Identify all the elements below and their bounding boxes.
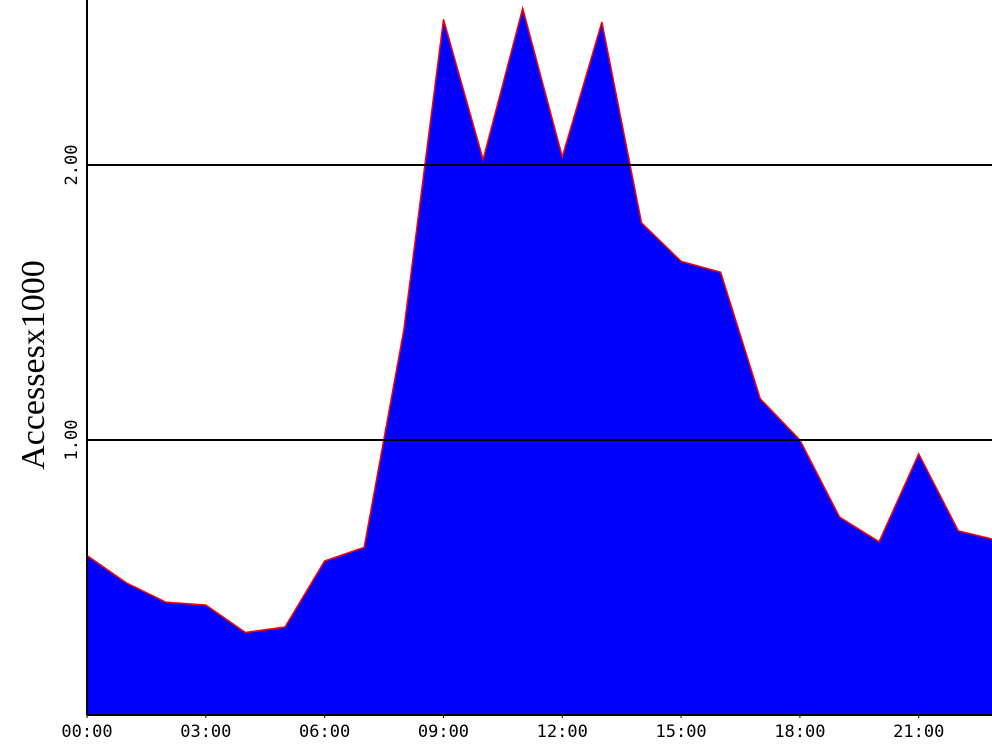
x-tick-label: 00:00 [61, 722, 112, 742]
x-tick-label: 21:00 [893, 722, 944, 742]
x-tick-label: 09:00 [418, 722, 469, 742]
area-fill [87, 8, 992, 716]
y-tick-label: 1.00 [62, 420, 82, 461]
x-tick-label: 12:00 [537, 722, 588, 742]
x-tick-label: 15:00 [655, 722, 706, 742]
x-tick-label: 18:00 [774, 722, 825, 742]
x-tick-label: 03:00 [180, 722, 231, 742]
y-axis-label: Accessesx1000 [15, 260, 52, 470]
x-tick-label: 06:00 [299, 722, 350, 742]
y-tick-label: 2.00 [62, 145, 82, 186]
area-line [86, 5, 992, 634]
